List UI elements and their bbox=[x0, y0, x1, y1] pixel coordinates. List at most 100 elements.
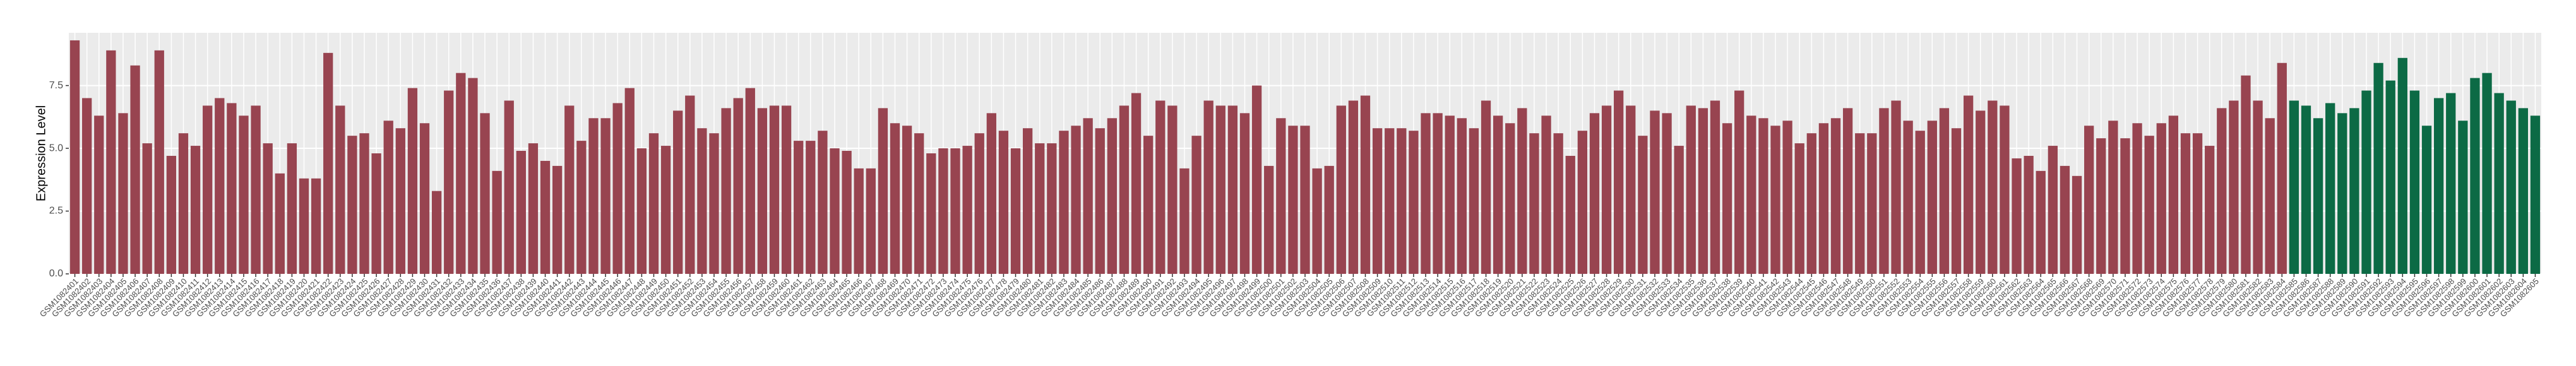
bar bbox=[227, 103, 237, 274]
bar bbox=[830, 148, 840, 274]
bar bbox=[2060, 165, 2070, 274]
bar bbox=[962, 146, 972, 274]
bar bbox=[1035, 143, 1045, 274]
bar bbox=[794, 141, 804, 274]
bar bbox=[1300, 126, 1310, 274]
bar bbox=[757, 108, 768, 274]
bar bbox=[263, 143, 273, 274]
bar bbox=[1276, 118, 1286, 274]
bar bbox=[1842, 108, 1853, 274]
bar bbox=[2192, 133, 2203, 274]
bar bbox=[1698, 108, 1708, 274]
bar bbox=[504, 100, 514, 274]
bar bbox=[1215, 105, 1225, 274]
bar bbox=[359, 133, 369, 274]
bar bbox=[178, 133, 189, 274]
bar bbox=[1855, 133, 1865, 274]
bar bbox=[902, 126, 912, 274]
bar bbox=[1710, 100, 1720, 274]
bar bbox=[2470, 78, 2480, 274]
bar bbox=[1059, 131, 1069, 274]
bar bbox=[1348, 100, 1359, 274]
bar bbox=[2373, 62, 2383, 274]
bar bbox=[444, 90, 454, 274]
bar bbox=[926, 153, 936, 274]
bar bbox=[1830, 118, 1841, 274]
bar bbox=[2132, 123, 2142, 274]
bar bbox=[660, 146, 671, 274]
bar bbox=[2518, 108, 2528, 274]
bar bbox=[516, 151, 526, 274]
bar bbox=[2000, 105, 2010, 274]
bar bbox=[1131, 93, 1142, 274]
bar bbox=[1939, 108, 1950, 274]
bar bbox=[2253, 100, 2263, 274]
bar bbox=[1976, 110, 1986, 274]
bar bbox=[636, 148, 647, 274]
bar bbox=[1686, 105, 1696, 274]
bar bbox=[82, 98, 92, 274]
bar bbox=[2012, 158, 2022, 274]
bar bbox=[166, 155, 177, 274]
bar bbox=[648, 133, 659, 274]
bar bbox=[1734, 90, 1744, 274]
bar bbox=[986, 113, 996, 274]
bar bbox=[1662, 113, 1672, 274]
bar bbox=[854, 168, 864, 274]
bar bbox=[287, 143, 297, 274]
bar bbox=[2446, 93, 2456, 274]
bar bbox=[1227, 105, 1238, 274]
bar bbox=[1251, 85, 1262, 274]
bar bbox=[2205, 146, 2215, 274]
bar bbox=[2096, 138, 2106, 274]
bar bbox=[371, 153, 381, 274]
bar bbox=[118, 113, 128, 274]
bar bbox=[2506, 100, 2516, 274]
bar bbox=[299, 178, 309, 274]
bar bbox=[2397, 57, 2407, 274]
bar bbox=[2337, 113, 2347, 274]
bar bbox=[431, 191, 442, 274]
bar bbox=[1239, 113, 1250, 274]
bar bbox=[2385, 80, 2395, 274]
bar bbox=[818, 131, 828, 274]
bar bbox=[2361, 90, 2371, 274]
bar bbox=[1336, 105, 1346, 274]
bar bbox=[275, 173, 285, 274]
bar bbox=[2241, 75, 2251, 274]
bar bbox=[1288, 126, 1298, 274]
bar bbox=[1469, 128, 1479, 274]
bar bbox=[1758, 118, 1768, 274]
bar bbox=[878, 108, 888, 274]
bar bbox=[203, 105, 213, 274]
bar bbox=[395, 128, 405, 274]
bar bbox=[2325, 103, 2335, 274]
bar bbox=[1433, 113, 1443, 274]
bar bbox=[1312, 168, 1322, 274]
bar bbox=[1517, 108, 1527, 274]
bar bbox=[1481, 100, 1491, 274]
bar bbox=[94, 115, 104, 274]
bar bbox=[1023, 128, 1033, 274]
bar bbox=[1565, 155, 1575, 274]
bar bbox=[2482, 73, 2492, 274]
y-axis-title: Expression Level bbox=[34, 105, 48, 201]
bar bbox=[1191, 136, 1202, 274]
bar bbox=[1577, 131, 1587, 274]
bar bbox=[1927, 121, 1937, 274]
bar bbox=[588, 118, 599, 274]
bar bbox=[2217, 108, 2227, 274]
bar bbox=[1071, 126, 1081, 274]
bar bbox=[2229, 100, 2239, 274]
bar bbox=[1674, 146, 1684, 274]
bar bbox=[1626, 105, 1636, 274]
bar bbox=[1179, 168, 1190, 274]
bar bbox=[1264, 165, 1274, 274]
bar bbox=[311, 178, 321, 274]
bar bbox=[842, 151, 852, 274]
bar bbox=[335, 105, 345, 274]
bar bbox=[480, 113, 490, 274]
y-tick-label: 2.5 bbox=[49, 206, 63, 216]
bar bbox=[2024, 155, 2034, 274]
